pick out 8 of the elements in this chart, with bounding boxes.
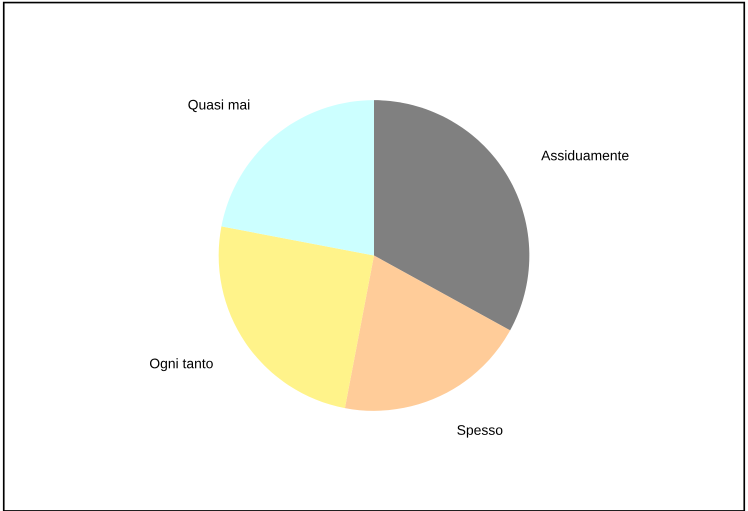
slice-label: Spesso [457,425,502,438]
pie-slice [218,226,374,408]
slice-label: Ogni tanto [150,358,213,372]
pie-slice [221,100,374,256]
pie-slice [344,256,510,411]
pie-slice [374,100,530,330]
slice-label: Quasi mai [188,99,250,112]
slice-label: Assiduamente [541,150,629,160]
